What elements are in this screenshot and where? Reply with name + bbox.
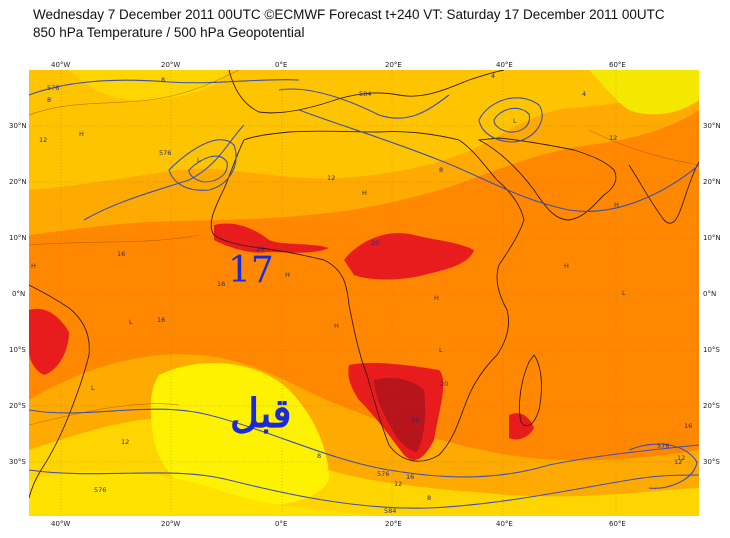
- lon-tick-top: 20°W: [161, 61, 181, 69]
- contour-label: 16: [406, 473, 414, 481]
- contour-label: 12: [674, 458, 682, 466]
- contour-label: 576: [47, 84, 59, 92]
- lon-tick-top: 40°E: [496, 61, 513, 69]
- contour-label: 8: [439, 166, 443, 174]
- lon-tick-bottom: 40°E: [496, 520, 513, 528]
- lon-tick-bottom: 40°W: [51, 520, 71, 528]
- contour-label: 8: [161, 76, 165, 84]
- contour-label: 8: [47, 96, 51, 104]
- contour-label: 16: [157, 316, 165, 324]
- contour-label: 12: [39, 136, 47, 144]
- forecast-map: 576 584 576 12 16 16 16 20 20 20 24 12 8…: [29, 70, 699, 516]
- lat-tick-left: 20°N: [9, 178, 27, 186]
- contour-label-group: 576 584 576 12 16 16 16 20 20 20 24 12 8…: [39, 72, 692, 515]
- contour-label: 8: [317, 452, 321, 460]
- lat-tick-left: 0°N: [12, 290, 26, 298]
- temperature-contours: [29, 70, 699, 426]
- contour-label: 12: [677, 454, 685, 462]
- pressure-center: H: [362, 189, 367, 197]
- contour-label: 20: [371, 239, 379, 247]
- lat-tick-right: 30°N: [703, 122, 721, 130]
- contour-label: 576: [94, 486, 106, 494]
- pressure-center: H: [614, 201, 619, 209]
- pressure-center-group: H L H L H H L H L H H L H L: [31, 117, 626, 392]
- lat-tick-left: 20°S: [9, 402, 26, 410]
- lat-tick-right: 20°N: [703, 178, 721, 186]
- coastlines: [29, 70, 699, 499]
- pressure-center: H: [334, 322, 339, 330]
- pressure-center: L: [91, 384, 95, 392]
- contour-label: 12: [609, 134, 617, 142]
- field-cold-s: [29, 471, 379, 516]
- lat-lon-grid: [29, 70, 699, 516]
- lat-tick-right: 10°S: [703, 346, 720, 354]
- field-cold-sw: [150, 363, 329, 507]
- pressure-center: L: [197, 156, 201, 164]
- geopotential-contours: [29, 79, 699, 509]
- lat-tick-right: 10°N: [703, 234, 721, 242]
- overlay-number: 17: [228, 250, 274, 291]
- overlay-arabic-text: قبل: [230, 390, 292, 437]
- lon-tick-top: 20°E: [385, 61, 402, 69]
- pressure-center: L: [513, 117, 517, 125]
- lon-tick-bottom: 20°E: [385, 520, 402, 528]
- contour-label: 12: [327, 174, 335, 182]
- pressure-center: H: [285, 271, 290, 279]
- contour-label: 576: [657, 442, 669, 450]
- field-hot-madagascar: [509, 413, 534, 440]
- contour-label: 16: [117, 250, 125, 258]
- pressure-center: H: [31, 262, 36, 270]
- pressure-center: H: [564, 262, 569, 270]
- lon-tick-bottom: 0°E: [275, 520, 288, 528]
- contour-label: 16: [684, 422, 692, 430]
- lat-tick-right: 20°S: [703, 402, 720, 410]
- lat-tick-right: 0°N: [703, 290, 717, 298]
- lon-tick-top: 40°W: [51, 61, 71, 69]
- contour-label: 24: [411, 416, 419, 424]
- chart-title-line2: 850 hPa Temperature / 500 hPa Geopotenti…: [33, 25, 305, 40]
- lon-tick-top: 0°E: [275, 61, 288, 69]
- lon-tick-bottom: 20°W: [161, 520, 181, 528]
- lon-tick-bottom: 60°E: [609, 520, 626, 528]
- contour-label: 20: [440, 380, 448, 388]
- chart-title-line1: Wednesday 7 December 2011 00UTC ©ECMWF F…: [33, 7, 665, 22]
- field-hot-central: [344, 232, 474, 280]
- contour-label: 576: [377, 470, 389, 478]
- field-cold-ne: [589, 70, 699, 115]
- contour-label: 584: [384, 507, 396, 515]
- contour-label: 20: [256, 245, 264, 253]
- pressure-center: L: [129, 318, 133, 326]
- contour-label: 12: [394, 480, 402, 488]
- pressure-center: H: [434, 294, 439, 302]
- lat-tick-right: 30°S: [703, 458, 720, 466]
- field-hot-brazil: [29, 308, 69, 375]
- field-cold-n: [69, 70, 229, 100]
- contour-label: 8: [427, 494, 431, 502]
- lat-tick-left: 30°S: [9, 458, 26, 466]
- pressure-center: L: [439, 346, 443, 354]
- pressure-center: L: [622, 289, 626, 297]
- contour-label: 4: [491, 72, 495, 80]
- contour-label: 576: [159, 149, 171, 157]
- contour-label: 4: [582, 90, 586, 98]
- field-veryhot-south: [374, 378, 426, 452]
- lon-tick-top: 60°E: [609, 61, 626, 69]
- contour-label: 584: [359, 90, 371, 98]
- contour-label: 16: [217, 280, 225, 288]
- pressure-center: H: [79, 130, 84, 138]
- lat-tick-left: 10°S: [9, 346, 26, 354]
- lat-tick-left: 30°N: [9, 122, 27, 130]
- lat-tick-left: 10°N: [9, 234, 27, 242]
- contour-label: 12: [121, 438, 129, 446]
